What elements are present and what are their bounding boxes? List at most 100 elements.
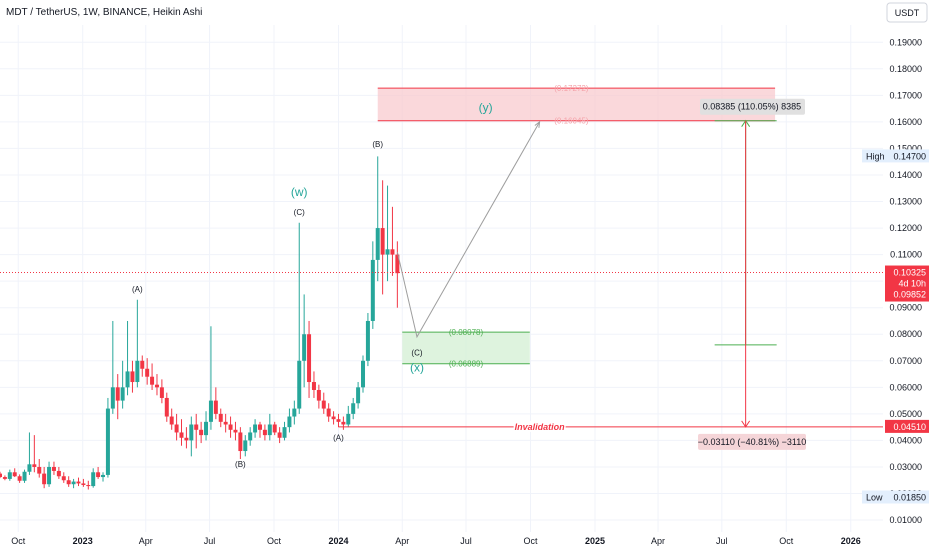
price-tick: 0.03000 [889, 462, 922, 472]
candle-body [282, 427, 287, 438]
candle-body [130, 371, 135, 383]
price-tick: 0.06000 [889, 382, 922, 392]
candle-body [159, 387, 164, 398]
currency-label[interactable]: USDT [895, 8, 920, 18]
candle-body [42, 473, 47, 485]
candle-body [179, 432, 184, 438]
measure-down-arrowhead [741, 420, 751, 428]
price-tick: 0.19000 [889, 37, 922, 47]
candle-body [326, 408, 331, 417]
low-badge-bg [885, 490, 929, 504]
candle-body [169, 416, 174, 425]
invalidation-badge-bg [885, 419, 929, 433]
candle-body [110, 387, 115, 409]
candle-body [208, 400, 213, 422]
wave-label-b2: (B) [372, 140, 383, 149]
target-lower-label: (0.16045) [554, 117, 589, 126]
measure-down-box [698, 433, 806, 450]
chart-title: MDT / TetherUS, 1W, BINANCE, Heikin Ashi [6, 7, 202, 18]
candle-body [262, 429, 267, 436]
candle-body [115, 387, 120, 401]
countdown-value: 4d 10h [898, 279, 926, 289]
time-axis[interactable]: Oct 2023 Apr Jul Oct 2024 Apr Jul Oct 2025 Apr Jul O… [11, 536, 861, 546]
candle-body [307, 334, 312, 383]
candle-body [105, 408, 110, 475]
candle-body [277, 432, 282, 438]
time-tick: Oct [11, 536, 26, 546]
candle-body [145, 368, 150, 377]
high-badge-label-bg [862, 149, 885, 163]
low-badge: 0.01850 [893, 492, 926, 502]
high-badge-bg [885, 149, 929, 163]
price-tick: 0.13000 [889, 197, 922, 207]
candle-body [0, 473, 2, 478]
candle-body [238, 432, 243, 452]
candle-body [243, 440, 248, 452]
candle-body [375, 228, 380, 260]
candle-body [297, 360, 302, 409]
candle-body [101, 474, 106, 478]
time-tick: 2026 [841, 536, 861, 546]
candle-body [351, 403, 356, 414]
candle-body [213, 400, 218, 414]
price-tick: 0.17000 [889, 90, 922, 100]
current-price-value: 0.10325 [893, 268, 926, 278]
wave-label-y: (y) [479, 100, 493, 114]
support-lower-label: (0.06889) [449, 360, 484, 369]
candle-body [390, 249, 395, 255]
candle-body [66, 480, 71, 485]
time-tick: Jul [716, 536, 728, 546]
candle-body [228, 424, 233, 430]
candle-body [135, 360, 140, 383]
currency-button[interactable]: USDT [886, 2, 928, 23]
candle-body [385, 249, 390, 255]
candle-body [71, 481, 76, 485]
candle-body [336, 419, 341, 422]
candle-body [27, 464, 32, 472]
candle-body [218, 413, 223, 422]
candle-body [248, 432, 253, 441]
time-tick: Oct [523, 536, 538, 546]
time-tick: 2024 [328, 536, 348, 546]
candle-body [61, 476, 66, 481]
candle-body [81, 483, 86, 486]
wave-label-a1: (A) [132, 285, 143, 294]
candle-body [341, 421, 346, 425]
low-badge-label-bg [862, 490, 885, 504]
candle-body [194, 424, 199, 430]
candle-body [184, 437, 189, 441]
price-tick: 0.15000 [889, 143, 922, 153]
time-tick: Oct [779, 536, 794, 546]
candle-body [346, 413, 351, 425]
candle-body [204, 421, 209, 436]
high-badge-label: High [866, 151, 885, 161]
price-tick: 0.14000 [889, 170, 922, 180]
support-zone [402, 332, 530, 364]
candle-body [331, 416, 336, 420]
measure-up-box [700, 98, 805, 115]
support-upper-label: (0.08078) [449, 328, 484, 337]
price-tick: 0.04000 [889, 435, 922, 445]
time-tick: Apr [139, 536, 153, 546]
zones-layer: (0.17272) (0.16045) (0.08078) (0.06889) [377, 84, 776, 369]
projection-path [396, 121, 541, 339]
candle-body [380, 228, 385, 255]
candle-body [395, 254, 400, 274]
price-tick: 0.05000 [889, 409, 922, 419]
candle-body [37, 466, 42, 474]
time-tick: 2023 [73, 536, 93, 546]
candle-body [140, 360, 145, 369]
price-tick: 0.11000 [890, 250, 922, 260]
candle-body [311, 382, 316, 390]
wave-label-x: (x) [410, 360, 424, 374]
price-tick: 0.09000 [889, 303, 922, 313]
target-upper-label: (0.17272) [554, 84, 589, 93]
candle-body [7, 472, 12, 479]
candle-body [56, 470, 61, 477]
candle-body [22, 471, 27, 481]
invalidation-label-bg [513, 420, 566, 432]
price-axis[interactable]: 0.19000 0.18000 0.17000 0.16000 0.15000 0.140… [862, 37, 929, 525]
candle-body [86, 485, 91, 487]
wave-label-w: (w) [291, 185, 308, 199]
overlays-layer: Invalidation 0.08385 (110.05%) 8385 −0.031… [0, 98, 883, 469]
